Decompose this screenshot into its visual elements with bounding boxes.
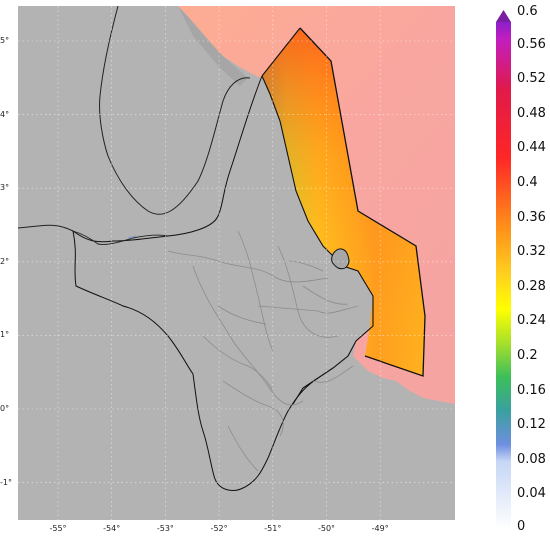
lat-tick-label: -1° <box>0 477 12 487</box>
lat-tick-label: 2° <box>0 256 10 266</box>
colorbar-tick-label: 0.12 <box>517 417 546 433</box>
map-panel <box>18 6 455 520</box>
graticule <box>18 6 455 520</box>
lat-tick-label: 1° <box>0 330 10 340</box>
lat-tick-label: 5° <box>0 36 10 45</box>
lon-tick-label: -50° <box>317 524 336 533</box>
lon-tick-label: -49° <box>371 524 389 533</box>
map-canvas <box>18 6 455 520</box>
zone-top-edge <box>261 27 301 77</box>
lon-tick-label: -52° <box>210 524 228 533</box>
coastal-island <box>331 248 350 270</box>
colorbar-tick-label: 0.28 <box>517 278 546 294</box>
border-lower-west <box>18 224 74 232</box>
colorbar-gradient <box>496 22 511 529</box>
colorbar-tick-label: 0.16 <box>517 382 546 398</box>
border-west <box>99 6 251 215</box>
coastal-strip <box>178 6 248 86</box>
study-zone-outline <box>299 27 426 377</box>
colorbar-tick-label: 0.32 <box>517 244 546 260</box>
colorbar-tick-label: 0.04 <box>517 486 546 502</box>
lat-tick-label: 4° <box>0 109 10 119</box>
study-zone-shade <box>262 28 425 376</box>
river-north <box>72 230 169 245</box>
lon-tick-label: -53° <box>156 524 174 533</box>
coastline <box>261 75 374 405</box>
colorbar-tick-label: 0.56 <box>517 36 546 52</box>
land-mass <box>18 6 455 520</box>
colorbar-tick-label: 0.2 <box>517 348 538 363</box>
lon-tick-label: -51° <box>264 524 282 533</box>
lat-tick-label: 0° <box>0 404 10 413</box>
colorbar-extend-arrow <box>496 10 511 22</box>
colorbar-tick-label: 0.4 <box>517 175 538 190</box>
lat-tick-label: 3° <box>0 183 10 193</box>
colorbar-tick-label: 0.36 <box>517 209 546 225</box>
state-boundary <box>72 75 319 491</box>
colorbar-tick-label: 0.48 <box>517 105 546 121</box>
colorbar-tick-label: 0.6 <box>517 4 538 19</box>
colorbar-tick-label: 0.24 <box>517 313 546 329</box>
municipal-boundaries <box>167 230 359 472</box>
colorbar-tick-label: 0.08 <box>517 451 546 467</box>
colorbar-tick-label: 0 <box>517 519 526 534</box>
colorbar-tick-label: 0.44 <box>517 140 546 156</box>
colorbar <box>496 10 511 529</box>
colorbar-tick-label: 0.52 <box>517 71 546 87</box>
lon-tick-label: -55° <box>49 524 67 533</box>
river-highlight <box>127 235 137 239</box>
lon-tick-label: -54° <box>103 524 121 533</box>
